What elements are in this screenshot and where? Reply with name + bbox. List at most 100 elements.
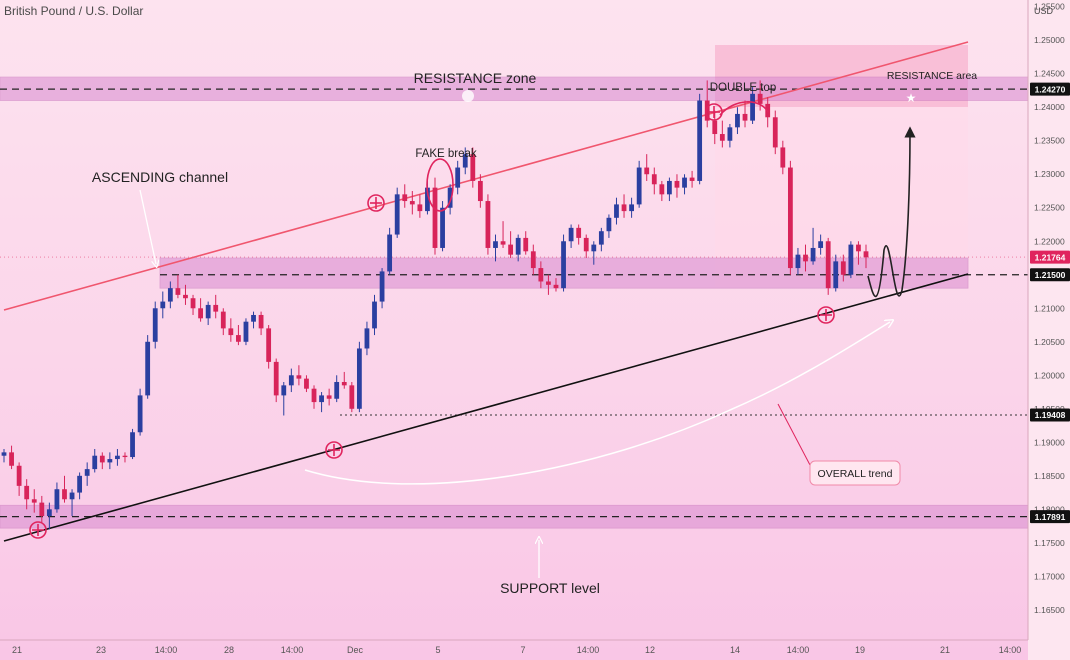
candle: [477, 174, 483, 208]
candle: [62, 475, 67, 503]
overall-trend-curve: [304, 322, 890, 485]
candle: [266, 325, 272, 369]
candle: [372, 294, 377, 336]
marker-channel-bottom: [325, 441, 343, 459]
candle: [440, 201, 445, 252]
candle: [349, 381, 355, 413]
candle: [462, 147, 468, 175]
candle-body: [477, 180, 483, 202]
candle-body: [334, 381, 340, 399]
candle: [704, 80, 710, 128]
price-tick-label: 1.20500: [1034, 337, 1065, 347]
candle: [576, 224, 582, 245]
candle: [69, 489, 75, 517]
candle: [546, 274, 551, 295]
candle-body: [780, 147, 786, 168]
candle: [742, 100, 748, 128]
candle: [689, 170, 695, 188]
candle-body: [69, 492, 75, 500]
candle: [364, 321, 370, 356]
candle: [304, 375, 309, 393]
candle-body: [220, 311, 226, 329]
candle: [553, 278, 559, 292]
candle-body: [77, 475, 83, 493]
candle-body: [304, 378, 309, 389]
zone-support: [0, 504, 1029, 529]
fake-break-label: FAKE break: [415, 148, 477, 160]
candle: [727, 123, 733, 148]
price-label: 1.24270: [1030, 82, 1070, 96]
fake-break-ellipse: [426, 158, 454, 212]
candle: [319, 392, 324, 413]
candle-body: [787, 167, 793, 269]
candle: [198, 298, 203, 322]
candle: [810, 227, 816, 265]
candle: [107, 452, 113, 470]
candle: [9, 445, 14, 470]
candle-body: [190, 298, 196, 309]
candle-body: [659, 184, 665, 195]
candle-body: [160, 301, 166, 309]
candle-body: [205, 304, 211, 319]
candle: [515, 234, 521, 262]
candle: [296, 365, 302, 386]
candle: [341, 371, 347, 389]
candle-body: [795, 254, 801, 269]
candle-body: [39, 502, 45, 517]
double-top-label: DOUBLE top: [710, 82, 776, 94]
candle-body: [833, 261, 839, 289]
price-label: 1.21764: [1030, 250, 1070, 264]
candle-body: [447, 187, 453, 208]
candle-body: [515, 237, 521, 255]
candle: [818, 234, 824, 255]
candle-body: [115, 455, 120, 460]
candle-body: [863, 251, 869, 258]
inner-channel-fill: [715, 107, 968, 287]
candle-body: [137, 395, 143, 433]
resistance-zone-label: RESISTANCE zone: [414, 70, 537, 86]
candle: [470, 147, 476, 188]
candle-body: [281, 385, 287, 396]
overall-trend-label: OVERALL trend: [818, 468, 893, 480]
candle-body: [742, 113, 748, 121]
price-tick-label: 1.23000: [1034, 169, 1065, 179]
candle-body: [840, 261, 846, 275]
price-tick-label: 1.22500: [1034, 203, 1065, 213]
channel-upper-line[interactable]: [3, 41, 969, 311]
currency-label: USD: [1034, 6, 1054, 16]
candle-body: [228, 328, 234, 336]
candle: [326, 388, 332, 406]
price-tick-label: 1.22000: [1034, 236, 1065, 246]
overall-trend-pointer: [777, 403, 811, 466]
price-label-bg: [1030, 250, 1070, 264]
candle-body: [99, 455, 105, 463]
ascending-channel-pointer: [139, 189, 156, 264]
candle: [780, 140, 786, 175]
candle-body: [856, 244, 861, 252]
candle: [205, 301, 211, 326]
candle: [621, 194, 627, 218]
candle-body: [667, 180, 672, 195]
price-label-bg: [1030, 268, 1070, 282]
price-label-bg: [1030, 510, 1070, 524]
candle: [651, 167, 657, 195]
candle-body: [46, 509, 52, 517]
candle: [236, 325, 241, 346]
candle: [356, 341, 362, 413]
time-tick-label: 14:00: [281, 645, 304, 655]
candle: [160, 291, 166, 319]
time-tick-label: 21: [12, 645, 22, 655]
candle: [863, 244, 869, 269]
candle-body: [24, 485, 30, 500]
price-label: 1.19408: [1030, 408, 1070, 422]
candle: [24, 479, 30, 510]
candle-body: [553, 284, 559, 289]
channel-lower-line[interactable]: [3, 273, 969, 542]
candle-body: [508, 244, 514, 255]
price-tick-label: 1.20000: [1034, 370, 1065, 380]
price-axis-bg: [1028, 0, 1070, 660]
candle-body: [387, 234, 393, 272]
candle: [583, 234, 589, 259]
time-tick-label: 28: [224, 645, 234, 655]
